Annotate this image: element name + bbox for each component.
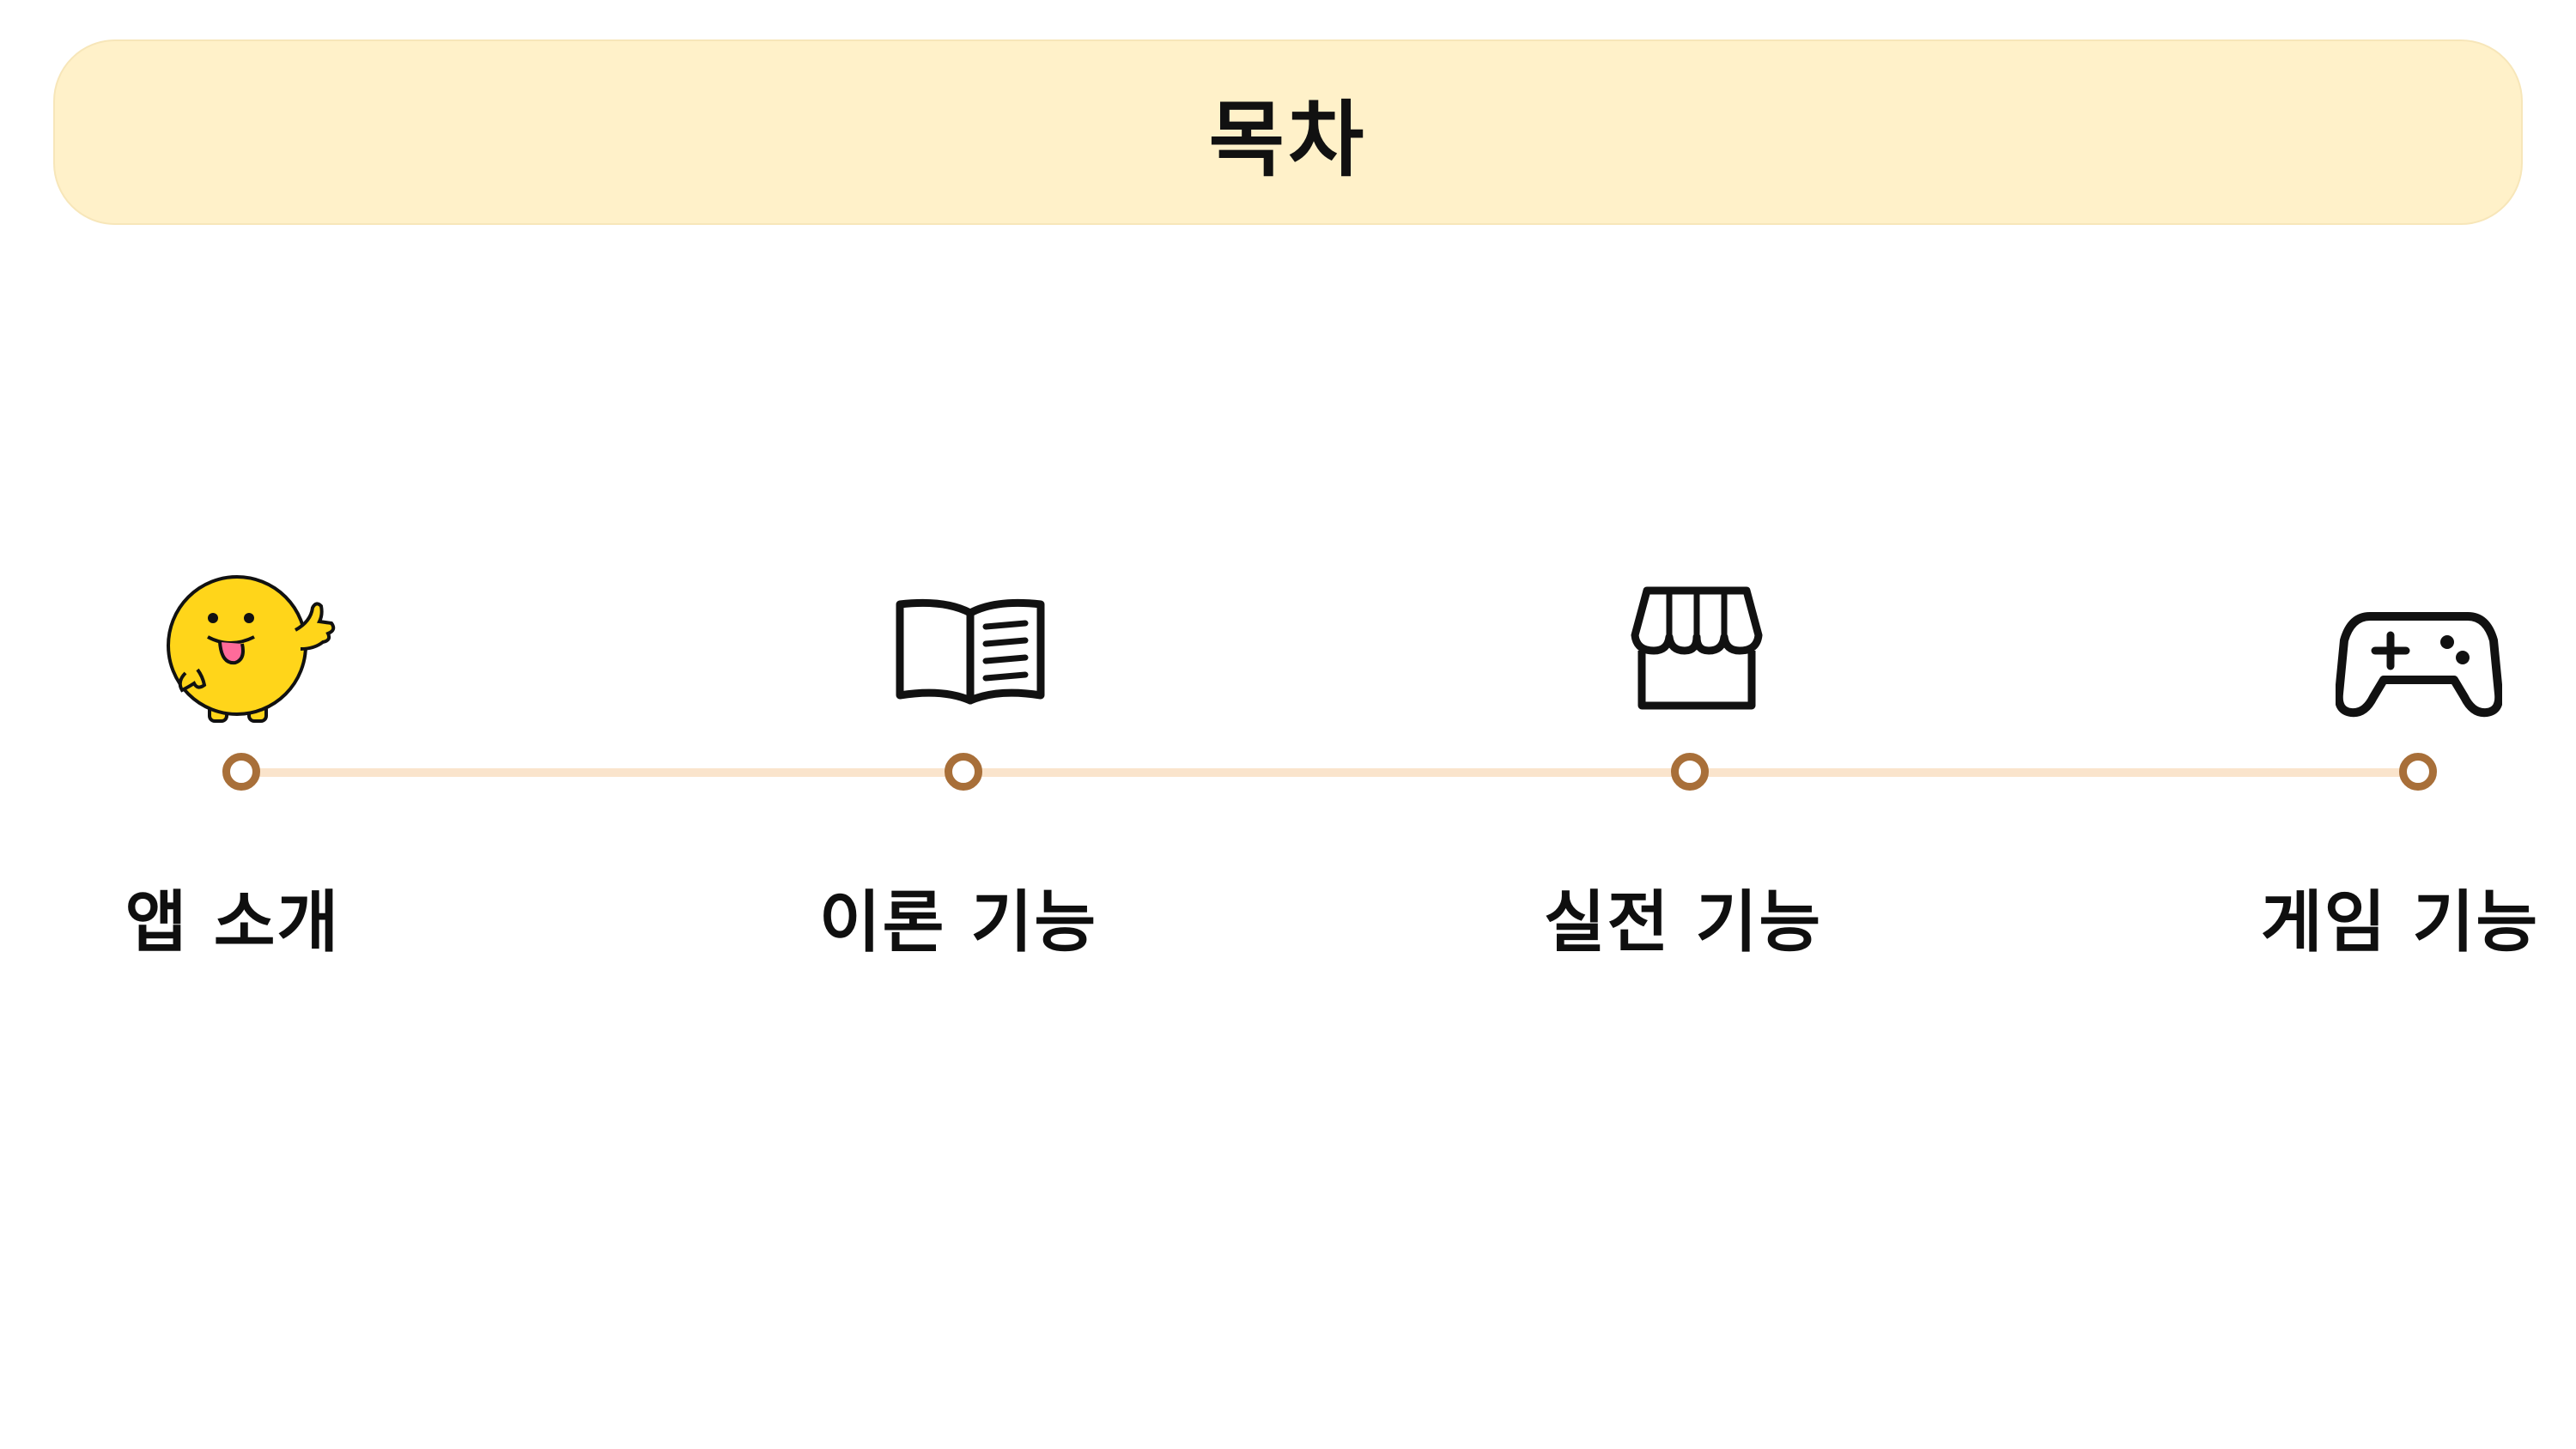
label-app-intro[interactable]: 앱 소개 <box>125 884 341 961</box>
timeline-node-theory[interactable] <box>945 753 982 791</box>
timeline-node-game[interactable] <box>2399 753 2437 791</box>
label-practice[interactable]: 실전 기능 <box>1543 884 1823 961</box>
label-game[interactable]: 게임 기능 <box>2260 884 2540 961</box>
gamepad-icon <box>2334 601 2504 723</box>
timeline-node-app-intro[interactable] <box>222 753 260 791</box>
toc-title: 목차 <box>1208 91 1368 188</box>
open-book-icon <box>893 594 1048 706</box>
toc-header: 목차 <box>53 39 2523 225</box>
timeline-line <box>240 768 2413 777</box>
storefront-icon <box>1628 584 1765 712</box>
timeline-node-practice[interactable] <box>1671 753 1709 791</box>
label-theory[interactable]: 이론 기능 <box>818 884 1098 961</box>
smiley-mascot-icon <box>160 570 340 731</box>
